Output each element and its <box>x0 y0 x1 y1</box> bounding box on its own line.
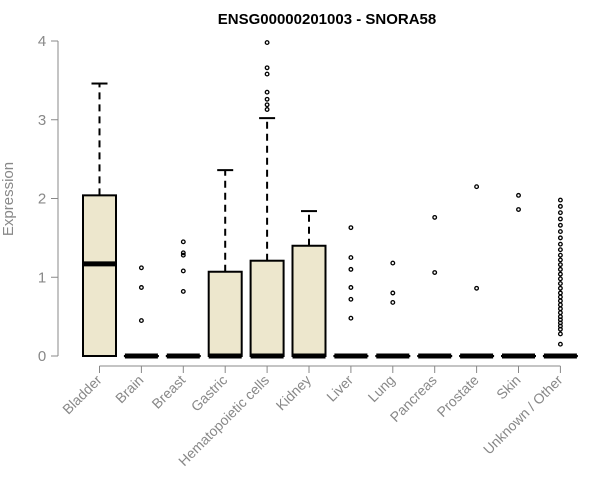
y-tick-label: 2 <box>38 191 46 208</box>
outlier-point <box>348 296 354 302</box>
outlier-point <box>516 207 521 212</box>
y-axis-label: Expression <box>0 162 17 236</box>
x-tick-label: Brain <box>112 372 146 406</box>
outlier-point <box>557 290 563 296</box>
outlier-point <box>557 252 563 258</box>
outlier-point <box>557 247 563 253</box>
x-tick-label: Skin <box>493 372 524 403</box>
box-11 <box>501 192 536 359</box>
outlier-point <box>390 300 396 305</box>
outlier-point <box>348 266 354 272</box>
box-4 <box>207 169 243 359</box>
outlier-point <box>474 184 480 190</box>
x-tick-label: Breast <box>148 372 188 412</box>
box-body <box>291 244 327 357</box>
x-tick-label: Unknown / Other <box>480 372 566 458</box>
boxes-group <box>82 40 578 359</box>
outlier-point <box>557 222 563 228</box>
outlier-point <box>138 318 144 324</box>
outlier-point <box>557 331 563 337</box>
outlier-point <box>557 203 563 209</box>
outlier-point <box>390 260 396 266</box>
outlier-point <box>557 310 563 316</box>
y-tick-label: 0 <box>38 348 46 365</box>
outlier-point <box>557 257 563 263</box>
outlier-point <box>557 276 563 282</box>
outlier-point <box>557 285 563 291</box>
y-tick-label: 3 <box>38 112 46 129</box>
outlier-point <box>432 270 438 275</box>
outlier-point <box>348 315 354 321</box>
outlier-point <box>557 262 563 268</box>
x-tick-label: Liver <box>323 372 356 405</box>
outlier-point <box>180 268 186 274</box>
x-tick-label: Pancreas <box>387 372 440 425</box>
outlier-point <box>557 271 563 277</box>
outlier-point <box>557 235 563 241</box>
y-axis: 0 1 2 3 4 <box>38 33 59 365</box>
box-8 <box>375 260 411 359</box>
x-tick-label: Kidney <box>273 372 315 414</box>
outlier-point <box>348 285 354 290</box>
x-tick-label: Prostate <box>434 372 482 420</box>
box-9 <box>417 214 453 359</box>
outlier-point <box>557 241 563 247</box>
outlier-point <box>180 288 186 294</box>
outlier-point <box>264 102 270 108</box>
y-tick-label: 4 <box>38 33 46 50</box>
box-1 <box>82 82 117 357</box>
outlier-point <box>557 216 563 222</box>
box-body <box>207 270 243 357</box>
outlier-point <box>264 71 270 77</box>
outlier-point <box>557 314 563 320</box>
outlier-point <box>264 65 270 71</box>
outlier-point <box>557 266 563 272</box>
outlier-point <box>557 302 563 308</box>
outlier-point <box>348 255 354 261</box>
outlier-point <box>264 40 270 46</box>
outlier-point <box>180 250 186 256</box>
outlier-point <box>432 214 438 220</box>
outlier-point <box>557 281 563 286</box>
x-tick-label: Bladder <box>59 372 105 418</box>
outlier-point <box>264 96 270 102</box>
box-12 <box>542 197 578 359</box>
outlier-point <box>557 306 563 312</box>
outlier-point <box>180 252 186 258</box>
outlier-point <box>557 210 563 216</box>
outlier-point <box>557 341 563 347</box>
box-body <box>249 259 285 357</box>
outlier-point <box>138 265 144 271</box>
outlier-point <box>264 89 270 95</box>
outlier-point <box>516 192 521 198</box>
y-tick-label: 1 <box>38 269 46 286</box>
outlier-point <box>557 298 563 304</box>
outlier-point <box>138 285 144 290</box>
box-3 <box>165 239 201 359</box>
outlier-point <box>180 239 186 245</box>
outlier-point <box>557 294 563 300</box>
box-body <box>82 194 117 357</box>
box-6 <box>291 210 327 359</box>
outlier-point <box>348 225 354 231</box>
box-7 <box>333 225 369 359</box>
box-10 <box>459 184 495 359</box>
outlier-point <box>557 197 563 203</box>
outlier-point <box>264 107 270 112</box>
chart-title: ENSG00000201003 - SNORA58 <box>218 11 436 28</box>
outlier-point <box>390 290 396 296</box>
outlier-point <box>557 229 563 235</box>
x-tick-label: Lung <box>365 372 398 405</box>
outlier-point <box>474 285 480 291</box>
box-2 <box>123 265 159 359</box>
box-5 <box>249 40 285 359</box>
